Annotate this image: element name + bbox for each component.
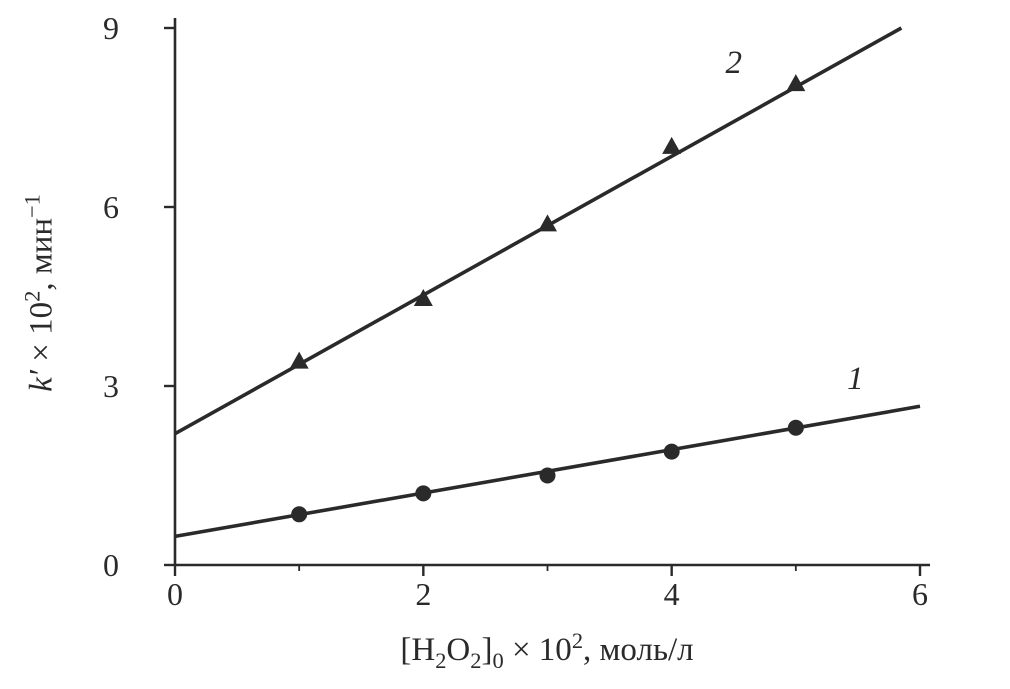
x-tick-label: 2 [415,576,431,612]
series-1-curve-label: 1 [847,361,864,397]
x-axis-title: [H2O2]0 × 102, моль/л [400,628,693,674]
axis-title-part: ] [481,632,493,669]
y-tick-label: 6 [103,189,119,225]
axis-title-part: k′ [23,370,60,392]
axis-title-part: 2 [19,290,45,302]
series-1-point-marker [539,467,556,484]
series-1-point-marker [787,419,804,436]
y-tick-label: 3 [103,368,119,404]
axis-title-part: O [446,632,471,669]
series-1-point-marker [415,485,432,502]
axis-title-part: 2 [470,647,482,673]
series-2-point-marker [413,288,433,306]
axis-title-part: 2 [435,647,447,673]
y-axis-title: k′ × 102, мин−1 [20,194,61,392]
series-1-point-marker [663,443,680,460]
series-2-point-marker [289,351,309,369]
x-tick-label: 6 [912,576,928,612]
series-2-curve-label: 2 [726,45,743,81]
axis-title-part: [H [400,632,436,669]
series-1-point-marker [291,506,308,523]
y-tick-label: 0 [103,547,119,583]
series-2-point-marker [786,74,806,92]
axis-title-part: × 10 [23,301,60,371]
axis-title-part: 0 [492,647,504,673]
axis-title-part: × 10 [503,632,572,669]
series-2-point-marker [662,136,682,154]
axis-title-part: 2 [571,628,584,654]
x-tick-label: 4 [664,576,680,612]
x-tick-label: 0 [167,576,183,612]
axis-title-part: , мин [23,217,60,291]
axis-title-part: , моль/л [583,632,694,669]
series-2-point-marker [538,214,557,232]
y-tick-label: 9 [103,10,119,46]
axis-title-part: −1 [19,194,45,218]
